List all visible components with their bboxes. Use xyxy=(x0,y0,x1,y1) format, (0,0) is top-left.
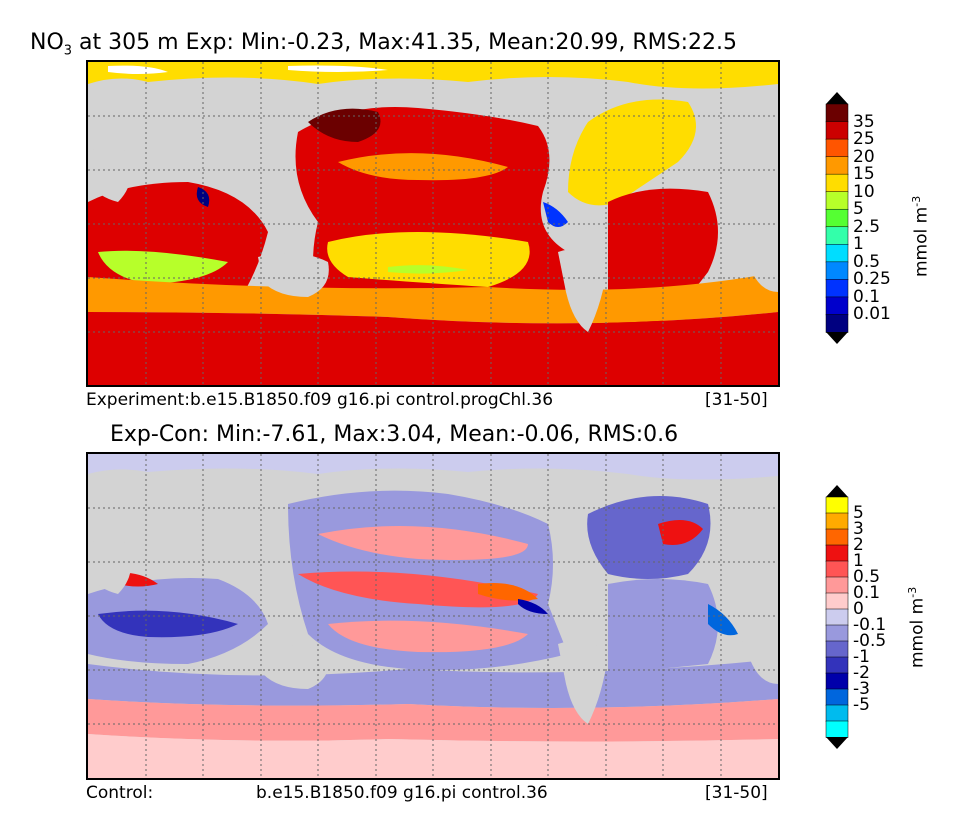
australia-landmass-bottom xyxy=(258,645,329,689)
colorbar-tick-label: 10 xyxy=(853,181,875,202)
colorbar-tick-label: 0.25 xyxy=(853,269,891,290)
colorbar-swatch xyxy=(825,138,849,158)
colorbar-tick-label: 1 xyxy=(853,234,864,255)
bottom-control-label: Control: xyxy=(86,783,154,803)
colorbar-swatch xyxy=(825,314,849,333)
colorbar-tick-label: -0.1 xyxy=(853,615,887,635)
colorbar-swatch xyxy=(825,560,849,578)
colorbar-tick-label: -3 xyxy=(853,679,870,699)
colorbar-tick-label: 0.1 xyxy=(853,286,881,307)
colorbar-swatch xyxy=(825,528,849,546)
australia-landmass xyxy=(258,253,329,297)
colorbar-over-triangle xyxy=(826,485,848,497)
colorbar-swatch xyxy=(825,279,849,298)
colorbar-tick-label: -2 xyxy=(853,663,870,683)
colorbar-swatch xyxy=(825,672,849,690)
top-experiment-caption: Experiment:b.e15.B1850.f09 g16.pi contro… xyxy=(86,390,554,410)
colorbar-tick-label: 0.5 xyxy=(853,567,881,587)
colorbar-swatch xyxy=(825,103,849,123)
bottom-colorbar-swatches xyxy=(825,485,849,749)
colorbar-over-triangle xyxy=(826,92,848,104)
top-map-gridlines xyxy=(88,62,778,385)
colorbar-swatch xyxy=(825,226,849,246)
top-map xyxy=(86,60,780,387)
colorbar-swatch xyxy=(825,121,849,140)
colorbar-swatch xyxy=(825,608,849,626)
colorbar-tick-label: 2 xyxy=(853,535,864,555)
colorbar-tick-label: 3 xyxy=(853,519,864,539)
colorbar-tick-label: 0.1 xyxy=(853,583,881,603)
top-colorbar-unit: mmol m-3 xyxy=(910,195,932,277)
top-map-plot xyxy=(88,62,778,385)
bottom-period-caption: [31-50] xyxy=(705,783,768,803)
colorbar-tick-label: 0 xyxy=(853,599,864,619)
colorbar-swatch xyxy=(825,592,849,610)
colorbar-tick-label: 20 xyxy=(853,146,875,167)
colorbar-under-triangle xyxy=(826,737,848,749)
colorbar-swatch xyxy=(825,208,849,228)
colorbar-swatch xyxy=(825,688,849,706)
bottom-colorbar-unit: mmol m-3 xyxy=(906,586,928,668)
colorbar-tick-label: 0.5 xyxy=(853,251,881,272)
colorbar-swatch xyxy=(825,640,849,658)
colorbar-swatch xyxy=(825,624,849,642)
colorbar-swatch xyxy=(825,244,849,263)
colorbar-tick-label: -1 xyxy=(853,647,870,667)
bottom-map-gridlines xyxy=(88,454,778,778)
colorbar-swatch xyxy=(825,173,849,193)
colorbar-swatch xyxy=(825,720,849,738)
colorbar-swatch xyxy=(825,512,849,530)
colorbar-swatch xyxy=(825,656,849,674)
colorbar-swatch xyxy=(825,296,849,316)
colorbar-tick-label: 5 xyxy=(853,199,864,220)
top-period-caption: [31-50] xyxy=(705,390,768,410)
colorbar-tick-label: 5 xyxy=(853,503,864,523)
bottom-panel-title: Exp-Con: Min:-7.61, Max:3.04, Mean:-0.06… xyxy=(110,422,679,447)
colorbar-swatch xyxy=(825,261,849,281)
colorbar-swatch xyxy=(825,576,849,594)
colorbar-under-triangle xyxy=(826,332,848,344)
colorbar-swatch xyxy=(825,191,849,210)
colorbar-tick-label: -5 xyxy=(853,695,870,715)
colorbar-swatch xyxy=(825,156,849,175)
top-colorbar xyxy=(825,92,849,344)
colorbar-tick-label: 35 xyxy=(853,111,875,132)
colorbar-swatch xyxy=(825,496,849,514)
colorbar-swatch xyxy=(825,544,849,562)
colorbar-swatch xyxy=(825,704,849,722)
colorbar-tick-label: 1 xyxy=(853,551,864,571)
colorbar-tick-label: -0.5 xyxy=(853,631,887,651)
top-panel-title: NO3 at 305 m Exp: Min:-0.23, Max:41.35, … xyxy=(30,30,738,59)
colorbar-tick-label: 2.5 xyxy=(853,216,881,237)
top-colorbar-swatches xyxy=(825,92,849,344)
bottom-colorbar xyxy=(825,485,849,749)
bottom-control-case: b.e15.B1850.f09 g16.pi control.36 xyxy=(256,783,548,803)
colorbar-tick-label: 0.01 xyxy=(853,304,891,325)
bottom-map xyxy=(86,452,780,780)
colorbar-tick-label: 25 xyxy=(853,129,875,150)
bottom-map-plot xyxy=(88,454,778,778)
colorbar-tick-label: 15 xyxy=(853,164,875,185)
